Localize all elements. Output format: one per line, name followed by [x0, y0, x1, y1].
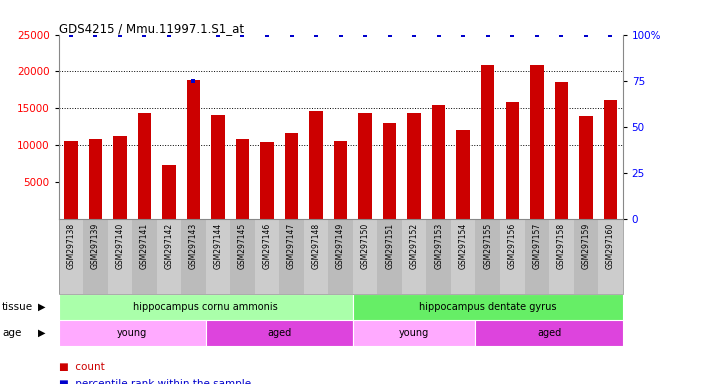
Text: hippocampus dentate gyrus: hippocampus dentate gyrus	[419, 302, 556, 312]
Point	[580, 31, 591, 38]
Text: ▶: ▶	[38, 302, 45, 312]
Text: age: age	[2, 328, 21, 338]
Text: aged: aged	[537, 328, 561, 338]
Bar	[236, 139, 249, 219]
Point	[384, 31, 396, 38]
Bar	[285, 132, 298, 219]
Text: GSM297154: GSM297154	[458, 223, 468, 269]
Bar	[506, 102, 519, 219]
Point	[114, 31, 126, 38]
Bar	[89, 139, 102, 219]
Text: young: young	[399, 328, 429, 338]
Point	[164, 31, 175, 38]
Bar	[334, 141, 347, 219]
Point	[261, 31, 273, 38]
Text: GSM297148: GSM297148	[311, 223, 321, 269]
Text: GSM297141: GSM297141	[140, 223, 149, 269]
Text: GSM297157: GSM297157	[532, 223, 541, 269]
Bar	[579, 116, 593, 219]
Text: ▶: ▶	[38, 328, 45, 338]
Bar	[162, 165, 176, 219]
Text: GSM297142: GSM297142	[164, 223, 174, 269]
Text: GDS4215 / Mmu.11997.1.S1_at: GDS4215 / Mmu.11997.1.S1_at	[59, 22, 243, 35]
Point	[139, 31, 150, 38]
Bar	[138, 113, 151, 219]
Text: GSM297139: GSM297139	[91, 223, 100, 269]
Point	[286, 31, 297, 38]
Text: aged: aged	[267, 328, 291, 338]
Bar	[353, 294, 623, 320]
Text: ■  percentile rank within the sample: ■ percentile rank within the sample	[59, 379, 251, 384]
Point	[65, 31, 76, 38]
Text: GSM297150: GSM297150	[361, 223, 370, 269]
Point	[458, 31, 469, 38]
Text: hippocampus cornu ammonis: hippocampus cornu ammonis	[134, 302, 278, 312]
Bar	[261, 142, 273, 219]
Bar	[59, 294, 353, 320]
Text: GSM297160: GSM297160	[606, 223, 615, 269]
Bar	[603, 100, 617, 219]
Text: GSM297153: GSM297153	[434, 223, 443, 269]
Bar	[481, 65, 495, 219]
Point	[482, 31, 493, 38]
Text: GSM297145: GSM297145	[238, 223, 247, 269]
Point	[433, 31, 444, 38]
Bar	[353, 320, 476, 346]
Point	[311, 31, 322, 38]
Bar	[476, 320, 623, 346]
Text: GSM297138: GSM297138	[66, 223, 75, 269]
Text: young: young	[117, 328, 147, 338]
Point	[188, 78, 199, 84]
Bar	[383, 123, 396, 219]
Bar	[456, 130, 470, 219]
Text: GSM297147: GSM297147	[287, 223, 296, 269]
Text: GSM297155: GSM297155	[483, 223, 492, 269]
Point	[605, 31, 616, 38]
Point	[359, 31, 371, 38]
Text: GSM297143: GSM297143	[189, 223, 198, 269]
Point	[531, 31, 543, 38]
Text: GSM297151: GSM297151	[385, 223, 394, 269]
Text: GSM297146: GSM297146	[263, 223, 271, 269]
Bar	[530, 65, 543, 219]
Text: GSM297144: GSM297144	[213, 223, 223, 269]
Point	[90, 31, 101, 38]
Text: ■  count: ■ count	[59, 362, 104, 372]
Point	[555, 31, 567, 38]
Bar	[432, 104, 446, 219]
Text: GSM297156: GSM297156	[508, 223, 517, 269]
Text: GSM297152: GSM297152	[410, 223, 418, 269]
Text: GSM297140: GSM297140	[116, 223, 124, 269]
Bar	[309, 111, 323, 219]
Bar	[206, 320, 353, 346]
Bar	[408, 113, 421, 219]
Point	[237, 31, 248, 38]
Bar	[64, 141, 78, 219]
Point	[335, 31, 346, 38]
Bar	[59, 320, 206, 346]
Text: GSM297159: GSM297159	[581, 223, 590, 269]
Point	[212, 31, 223, 38]
Text: GSM297149: GSM297149	[336, 223, 345, 269]
Bar	[186, 80, 200, 219]
Bar	[113, 136, 126, 219]
Text: GSM297158: GSM297158	[557, 223, 565, 269]
Text: tissue: tissue	[2, 302, 34, 312]
Bar	[211, 115, 225, 219]
Point	[408, 31, 420, 38]
Bar	[555, 83, 568, 219]
Bar	[358, 113, 372, 219]
Point	[506, 31, 518, 38]
